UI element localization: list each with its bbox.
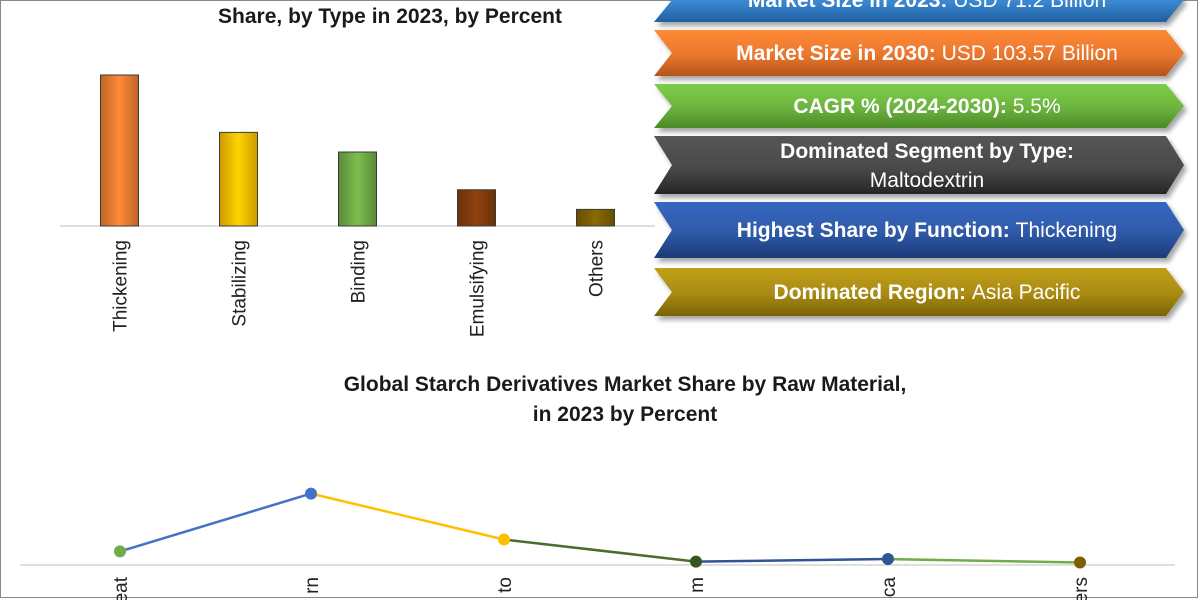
point-cassava — [882, 553, 894, 566]
panel-text: Dominated Region: Asia Pacific — [774, 281, 1081, 304]
line-segment — [695, 557, 889, 563]
bar-emulsifying — [457, 189, 496, 227]
bar-label-stabilizing: Stabilizing — [230, 240, 251, 327]
line-segment — [503, 538, 697, 563]
raw-material-chart-title: Global Starch Derivatives Market Share b… — [160, 370, 1090, 430]
bar-label-binding: Binding — [349, 240, 370, 303]
info-panel-5 — [654, 202, 1184, 258]
point-others — [1074, 556, 1086, 569]
point-corn — [305, 487, 317, 500]
bar-label-others: Others — [587, 240, 608, 297]
raw-title-line-2: in 2023 by Percent — [532, 403, 718, 426]
line-label-corn: rn — [302, 577, 323, 594]
line-label-cassava: ca — [879, 577, 900, 598]
line-segment — [119, 492, 312, 553]
bar-thickening — [100, 74, 139, 227]
panel-text: Market Size in 2023: USD 71.2 Billion — [748, 0, 1106, 12]
panel-text: Highest Share by Function: Thickening — [737, 219, 1117, 242]
info-panel-6 — [654, 268, 1184, 316]
bar-stabilizing — [219, 131, 258, 227]
point-wheat — [114, 545, 126, 558]
raw-title-line-1: Global Starch Derivatives Market Share b… — [343, 373, 907, 396]
info-panel-4 — [654, 136, 1184, 194]
line-label-potato: to — [495, 577, 516, 593]
panel-text: CAGR % (2024-2030): 5.5% — [793, 95, 1060, 118]
line-label-sorghum: m — [687, 577, 708, 593]
info-panel-1 — [654, 0, 1184, 22]
line-label-wheat: eat — [111, 576, 132, 600]
line-label-others: ers — [1071, 577, 1092, 600]
panel-text: Market Size in 2030: USD 103.57 Billion — [736, 42, 1118, 65]
line-segment — [887, 557, 1081, 564]
panel-value: Maltodextrin — [870, 169, 984, 192]
bar-label-emulsifying: Emulsifying — [468, 240, 489, 337]
bar-others — [576, 208, 615, 227]
info-panel-3 — [654, 84, 1184, 128]
point-sorghum — [690, 555, 702, 568]
info-panel-2 — [654, 30, 1184, 76]
bar-label-thickening: Thickening — [111, 240, 132, 332]
point-potato — [498, 533, 510, 546]
line-segment — [310, 492, 505, 541]
panel-label: Dominated Segment by Type: — [780, 140, 1074, 163]
bar-binding — [338, 151, 377, 227]
raw-material-line-chart: eat rn to m ca ers — [20, 487, 1175, 600]
market-info-panels: Market Size in 2023: USD 71.2 Billion Mar… — [654, 0, 1184, 316]
type-bar-chart: Thickening Stabilizing Binding Emulsifying O… — [60, 74, 655, 337]
type-chart-title: Share, by Type in 2023, by Percent — [218, 5, 562, 28]
